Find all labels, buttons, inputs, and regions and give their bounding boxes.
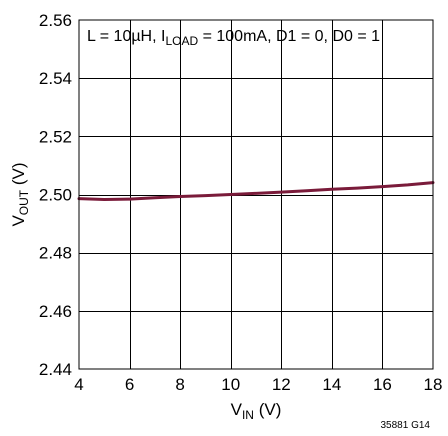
series-line-1: [77, 181, 435, 201]
chart-annotation: L = 10µH, ILOAD = 100mA, D1 = 0, D0 = 1: [87, 28, 380, 48]
y-tick-label: 2.44: [39, 360, 72, 379]
annotation-suffix: = 100mA, D1 = 0, D0 = 1: [198, 28, 380, 45]
plot-frame: [78, 19, 434, 370]
series-layer: [77, 181, 435, 201]
x-axis-label: VIN (V): [231, 400, 282, 422]
x-tick-label: 16: [373, 375, 392, 394]
x-tick-label: 6: [125, 375, 134, 394]
y-axis-label-subscript: OUT: [17, 189, 31, 215]
y-tick-label: 2.46: [39, 302, 72, 321]
y-axis-label-main: V: [9, 215, 28, 227]
x-tick-label: 14: [322, 375, 341, 394]
y-tick-label: 2.50: [39, 186, 72, 205]
y-tick-label: 2.52: [39, 127, 72, 146]
x-axis-label-subscript: IN: [242, 408, 254, 422]
annotation-prefix: L = 10µH, I: [87, 28, 165, 45]
x-tick-label: 10: [221, 375, 240, 394]
y-tick-label: 2.48: [39, 244, 72, 263]
x-axis-label-main: V: [231, 400, 243, 419]
y-tick-label: 2.54: [39, 69, 72, 88]
x-tick-label: 4: [74, 375, 83, 394]
y-axis-label: VOUT (V): [9, 162, 31, 226]
y-axis-label-unit: (V): [9, 162, 28, 189]
x-tick-label: 12: [272, 375, 291, 394]
y-tick-label: 2.56: [39, 11, 72, 30]
x-tick-label: 8: [175, 375, 184, 394]
annotation-subscript: LOAD: [165, 34, 198, 48]
grid: [79, 20, 433, 369]
x-tick-label: 18: [424, 375, 443, 394]
figure-code: 35881 G14: [381, 420, 431, 431]
tick-labels: 4 6 8 10 12 14 16 18 2.44 2.46 2.48 2.50 2.52 2.54 2.5…: [39, 11, 443, 394]
x-axis-label-unit: (V): [254, 400, 281, 419]
